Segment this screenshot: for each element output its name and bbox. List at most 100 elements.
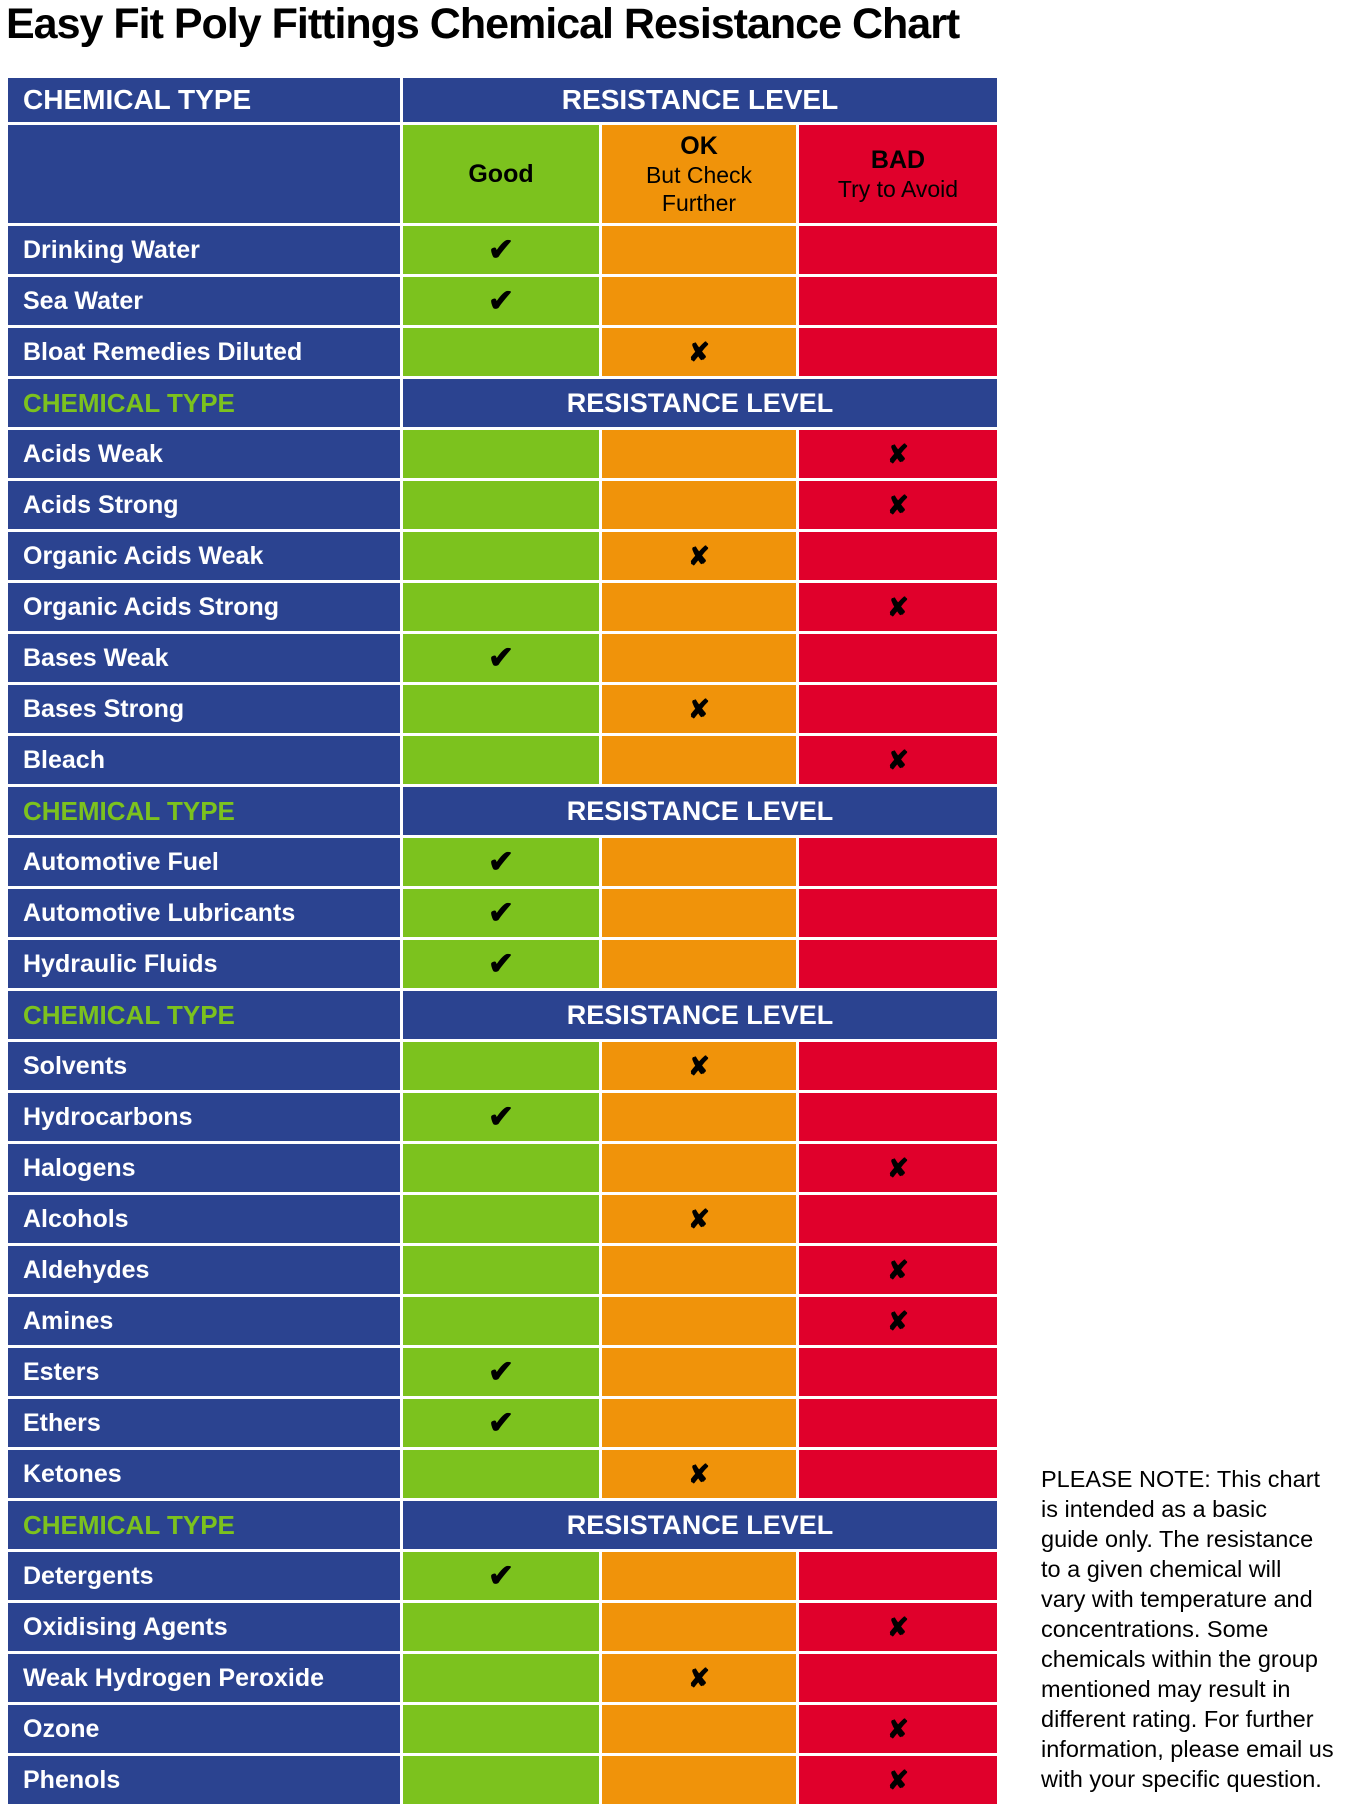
chemical-name: Automotive Lubricants xyxy=(8,889,400,937)
rating-cell-good xyxy=(403,1246,599,1294)
ok-column-label: OK xyxy=(680,132,718,160)
table-row: Ketones ✘ xyxy=(8,1450,997,1498)
table-row: Amines ✘ xyxy=(8,1297,997,1345)
chemical-name: Alcohols xyxy=(8,1195,400,1243)
rating-cell-bad xyxy=(799,532,997,580)
table-row: Bases Weak ✔ xyxy=(8,634,997,682)
rating-cell-ok xyxy=(602,1756,796,1804)
table-row: Alcohols ✘ xyxy=(8,1195,997,1243)
table-row: Acids Weak ✘ xyxy=(8,430,997,478)
chemical-name: Ozone xyxy=(8,1705,400,1753)
column-header-ok: OK But Check Further xyxy=(602,125,796,223)
bad-column-sublabel: Try to Avoid xyxy=(837,176,959,202)
rating-cell-ok: ✘ xyxy=(602,1195,796,1243)
cross-mark-icon: ✘ xyxy=(887,1152,909,1183)
rating-cell-ok xyxy=(602,889,796,937)
rating-cell-bad: ✘ xyxy=(799,1603,997,1651)
table-row: Solvents ✘ xyxy=(8,1042,997,1090)
chemical-name: Halogens xyxy=(8,1144,400,1192)
rating-cell-ok xyxy=(602,481,796,529)
section-resistance-level-label: RESISTANCE LEVEL xyxy=(403,787,997,835)
rating-cell-bad xyxy=(799,838,997,886)
rating-cell-bad xyxy=(799,1093,997,1141)
table-row: Hydrocarbons ✔ xyxy=(8,1093,997,1141)
rating-cell-bad xyxy=(799,1552,997,1600)
rating-cell-bad xyxy=(799,1450,997,1498)
check-mark-icon: ✔ xyxy=(488,283,514,318)
chemical-name: Organic Acids Strong xyxy=(8,583,400,631)
rating-cell-ok: ✘ xyxy=(602,532,796,580)
rating-cell-ok xyxy=(602,430,796,478)
table-row: Acids Strong ✘ xyxy=(8,481,997,529)
rating-cell-good xyxy=(403,430,599,478)
table-row: Automotive Lubricants ✔ xyxy=(8,889,997,937)
rating-cell-bad xyxy=(799,634,997,682)
note-text: PLEASE NOTE: This chart is intended as a… xyxy=(1041,1466,1334,1792)
bad-column-label: BAD xyxy=(870,146,926,174)
chemical-name: Amines xyxy=(8,1297,400,1345)
cross-mark-icon: ✘ xyxy=(688,1458,710,1489)
rating-cell-good xyxy=(403,1450,599,1498)
rating-cell-good: ✔ xyxy=(403,1348,599,1396)
section-header-row: CHEMICAL TYPE RESISTANCE LEVEL xyxy=(8,787,997,835)
rating-cell-bad xyxy=(799,328,997,376)
resistance-table: CHEMICAL TYPE RESISTANCE LEVEL Good OK B… xyxy=(5,75,1000,1807)
table-row: Ozone ✘ xyxy=(8,1705,997,1753)
cross-mark-icon: ✘ xyxy=(887,591,909,622)
table-row: Ethers ✔ xyxy=(8,1399,997,1447)
resistance-level-header: RESISTANCE LEVEL xyxy=(403,78,997,122)
main-header-row: CHEMICAL TYPE RESISTANCE LEVEL xyxy=(8,78,997,122)
chemical-name: Bleach xyxy=(8,736,400,784)
chemical-name: Hydrocarbons xyxy=(8,1093,400,1141)
rating-cell-bad: ✘ xyxy=(799,1144,997,1192)
table-row: Phenols ✘ xyxy=(8,1756,997,1804)
chemical-name: Acids Strong xyxy=(8,481,400,529)
rating-cell-good: ✔ xyxy=(403,1093,599,1141)
rating-cell-bad: ✘ xyxy=(799,1246,997,1294)
rating-cell-bad xyxy=(799,940,997,988)
column-header-bad: BAD Try to Avoid xyxy=(799,125,997,223)
rating-cell-ok xyxy=(602,277,796,325)
rating-cell-bad xyxy=(799,685,997,733)
page-title: Easy Fit Poly Fittings Chemical Resistan… xyxy=(6,0,960,48)
section-header-row: CHEMICAL TYPE RESISTANCE LEVEL xyxy=(8,1501,997,1549)
section-resistance-level-label: RESISTANCE LEVEL xyxy=(403,991,997,1039)
rating-cell-good xyxy=(403,736,599,784)
rating-cell-ok xyxy=(602,940,796,988)
rating-cell-bad: ✘ xyxy=(799,583,997,631)
rating-cell-bad: ✘ xyxy=(799,736,997,784)
rating-subheader-row: Good OK But Check Further BAD Try to Avo… xyxy=(8,125,997,223)
ok-column-sublabel: But Check Further xyxy=(645,162,753,216)
cross-mark-icon: ✘ xyxy=(887,489,909,520)
rating-cell-good xyxy=(403,1603,599,1651)
chemical-name: Detergents xyxy=(8,1552,400,1600)
rating-cell-good: ✔ xyxy=(403,277,599,325)
rating-cell-bad xyxy=(799,1399,997,1447)
table-row: Automotive Fuel ✔ xyxy=(8,838,997,886)
check-mark-icon: ✔ xyxy=(488,1558,514,1593)
rating-cell-ok xyxy=(602,1297,796,1345)
table-body: Drinking Water ✔ Sea Water ✔ Bloat Remedies … xyxy=(8,226,997,1804)
rating-cell-good: ✔ xyxy=(403,940,599,988)
rating-cell-good xyxy=(403,328,599,376)
check-mark-icon: ✔ xyxy=(488,895,514,930)
table-row: Detergents ✔ xyxy=(8,1552,997,1600)
table-row: Esters ✔ xyxy=(8,1348,997,1396)
rating-cell-good: ✔ xyxy=(403,1552,599,1600)
chemical-name: Hydraulic Fluids xyxy=(8,940,400,988)
rating-cell-ok: ✘ xyxy=(602,1450,796,1498)
cross-mark-icon: ✘ xyxy=(887,1611,909,1642)
cross-mark-icon: ✘ xyxy=(887,438,909,469)
section-resistance-level-label: RESISTANCE LEVEL xyxy=(403,1501,997,1549)
section-chemical-type-label: CHEMICAL TYPE xyxy=(8,991,400,1039)
table-row: Oxidising Agents ✘ xyxy=(8,1603,997,1651)
cross-mark-icon: ✘ xyxy=(887,1254,909,1285)
rating-cell-good: ✔ xyxy=(403,634,599,682)
check-mark-icon: ✔ xyxy=(488,844,514,879)
section-chemical-type-label: CHEMICAL TYPE xyxy=(8,379,400,427)
chemical-type-header: CHEMICAL TYPE xyxy=(8,78,400,122)
good-column-label: Good xyxy=(468,160,534,188)
rating-cell-ok xyxy=(602,1144,796,1192)
chemical-name: Bases Strong xyxy=(8,685,400,733)
